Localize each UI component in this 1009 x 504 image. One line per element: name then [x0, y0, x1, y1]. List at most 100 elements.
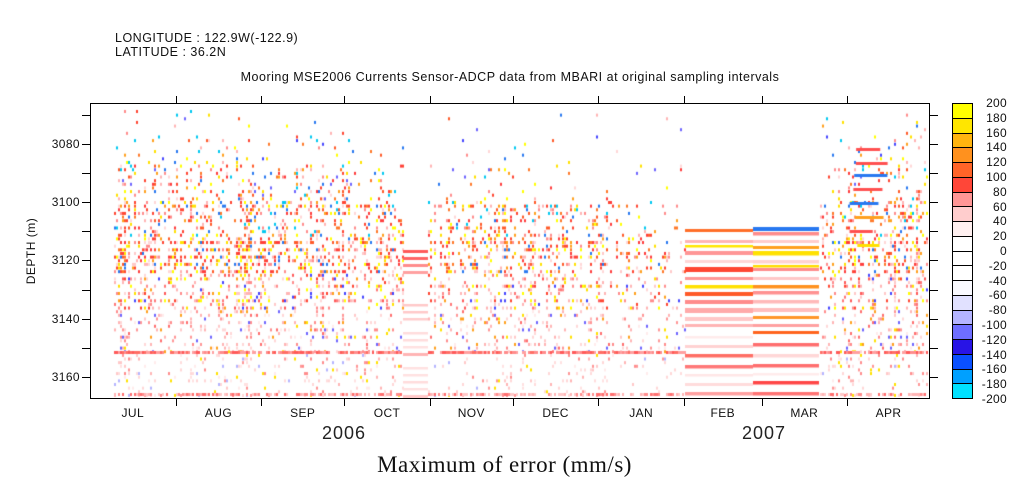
colorbar-cell: [953, 281, 972, 296]
month-label: MAR: [790, 406, 819, 420]
x-axis-tick: [512, 399, 514, 406]
y-axis-tick-right: [930, 114, 938, 116]
x-axis-tick-top: [175, 96, 177, 103]
y-axis-tick-right: [930, 289, 938, 291]
x-axis-tick: [684, 399, 686, 406]
colorbar-tick-label: 120: [986, 155, 1007, 170]
y-axis-tick: [82, 202, 90, 204]
y-axis-tick-right: [930, 347, 938, 349]
colorbar-cell: [953, 148, 972, 163]
month-label: JUL: [121, 406, 145, 420]
y-axis-tick: [82, 114, 90, 116]
y-axis-tick: [82, 173, 90, 175]
longitude-label: LONGITUDE : 122.9W(-122.9): [115, 31, 299, 45]
y-axis-tick: [82, 289, 90, 291]
colorbar-tick-label: -80: [988, 303, 1007, 318]
x-axis-tick-top: [429, 96, 431, 103]
x-axis-tick: [847, 399, 849, 406]
colorbar-tick-label: 80: [993, 184, 1007, 199]
y-axis-tick-right: [930, 202, 938, 204]
y-axis-tick-right: [930, 260, 938, 262]
colorbar-cell: [953, 192, 972, 208]
x-axis-tick-top: [261, 96, 263, 103]
colorbar-tick-label: 140: [986, 140, 1007, 155]
y-axis-tick-right: [930, 318, 938, 320]
year-label: 2006: [321, 423, 367, 443]
x-axis-tick: [429, 399, 431, 406]
y-axis-tick: [82, 318, 90, 320]
month-label: APR: [875, 406, 902, 420]
heatmap-canvas: [91, 104, 929, 398]
x-axis-tick-top: [512, 96, 514, 103]
y-axis-tick-right: [930, 231, 938, 233]
year-label: 2007: [741, 423, 787, 443]
colorbar-cell: [953, 236, 972, 252]
colorbar-tick-label: -60: [988, 288, 1007, 303]
colorbar-cell: [953, 251, 972, 267]
y-tick-label: 3100: [51, 195, 80, 210]
colorbar-tick-label: 180: [986, 110, 1007, 125]
colorbar-tick-label: 200: [986, 96, 1007, 110]
colorbar-tick-label: 100: [986, 170, 1007, 184]
colorbar-tick-label: 20: [993, 229, 1007, 244]
month-label: FEB: [710, 406, 736, 420]
y-axis-tick: [82, 376, 90, 378]
colorbar-tick-label: -200: [981, 392, 1007, 406]
x-axis-tick: [175, 399, 177, 406]
colorbar-cell: [953, 177, 972, 193]
latitude-label: LATITUDE : 36.2N: [115, 45, 227, 59]
y-tick-label: 3120: [51, 253, 80, 268]
colorbar-tick-label: 0: [1000, 244, 1007, 258]
y-axis-tick: [82, 347, 90, 349]
value-axis-title: Maximum of error (mm/s): [377, 452, 632, 477]
colorbar-tick-label: -40: [988, 273, 1007, 288]
colorbar-tick-label: -20: [988, 258, 1007, 273]
x-axis-tick: [344, 399, 346, 406]
y-axis-tick-right: [930, 144, 938, 145]
y-axis-tick-right: [930, 376, 938, 378]
colorbar-cell: [953, 207, 972, 222]
colorbar-tick-label: -160: [981, 362, 1007, 377]
chart-title: Mooring MSE2006 Currents Sensor-ADCP dat…: [240, 70, 780, 84]
y-tick-label: 3080: [51, 137, 80, 151]
colorbar-cell: [953, 104, 972, 119]
colorbar-cell: [953, 340, 972, 355]
y-axis-tick: [82, 144, 90, 145]
x-axis-tick-top: [847, 96, 849, 103]
colorbar-tick-label: 160: [986, 125, 1007, 140]
colorbar-cell: [953, 222, 972, 237]
y-tick-label: 3160: [51, 369, 80, 384]
colorbar-cell: [953, 325, 972, 340]
x-axis-tick-top: [761, 96, 763, 103]
y-axis-tick-right: [930, 173, 938, 175]
colorbar: [952, 103, 973, 399]
colorbar-cell: [953, 133, 972, 149]
x-axis-tick: [261, 399, 263, 406]
colorbar-tick-label: -180: [981, 377, 1007, 392]
month-label: NOV: [457, 406, 485, 420]
y-tick-label: 3140: [51, 311, 80, 326]
colorbar-tick-label: -100: [981, 318, 1007, 332]
colorbar-cell: [953, 369, 972, 385]
x-axis-tick-top: [344, 96, 346, 103]
colorbar-tick-label: 40: [993, 214, 1007, 229]
y-axis-title: DEPTH (m): [24, 217, 38, 285]
x-axis-tick: [761, 399, 763, 406]
x-axis-tick-top: [684, 96, 686, 103]
month-label: JAN: [629, 406, 654, 420]
colorbar-cell: [953, 310, 972, 326]
colorbar-cell: [953, 384, 972, 398]
month-label: OCT: [373, 406, 401, 420]
colorbar-cell: [953, 295, 972, 311]
month-label: AUG: [204, 406, 233, 420]
colorbar-cell: [953, 354, 972, 370]
month-label: SEP: [290, 406, 316, 420]
colorbar-cell: [953, 266, 972, 281]
colorbar-tick-label: -140: [981, 347, 1007, 362]
x-axis-tick-top: [598, 96, 600, 103]
month-label: DEC: [542, 406, 569, 420]
y-axis-tick: [82, 260, 90, 262]
x-axis-tick: [598, 399, 600, 406]
y-axis-tick: [82, 231, 90, 233]
